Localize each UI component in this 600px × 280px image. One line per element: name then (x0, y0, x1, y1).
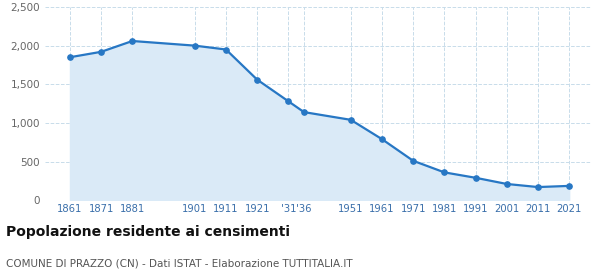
Text: Popolazione residente ai censimenti: Popolazione residente ai censimenti (6, 225, 290, 239)
Text: COMUNE DI PRAZZO (CN) - Dati ISTAT - Elaborazione TUTTITALIA.IT: COMUNE DI PRAZZO (CN) - Dati ISTAT - Ela… (6, 259, 353, 269)
